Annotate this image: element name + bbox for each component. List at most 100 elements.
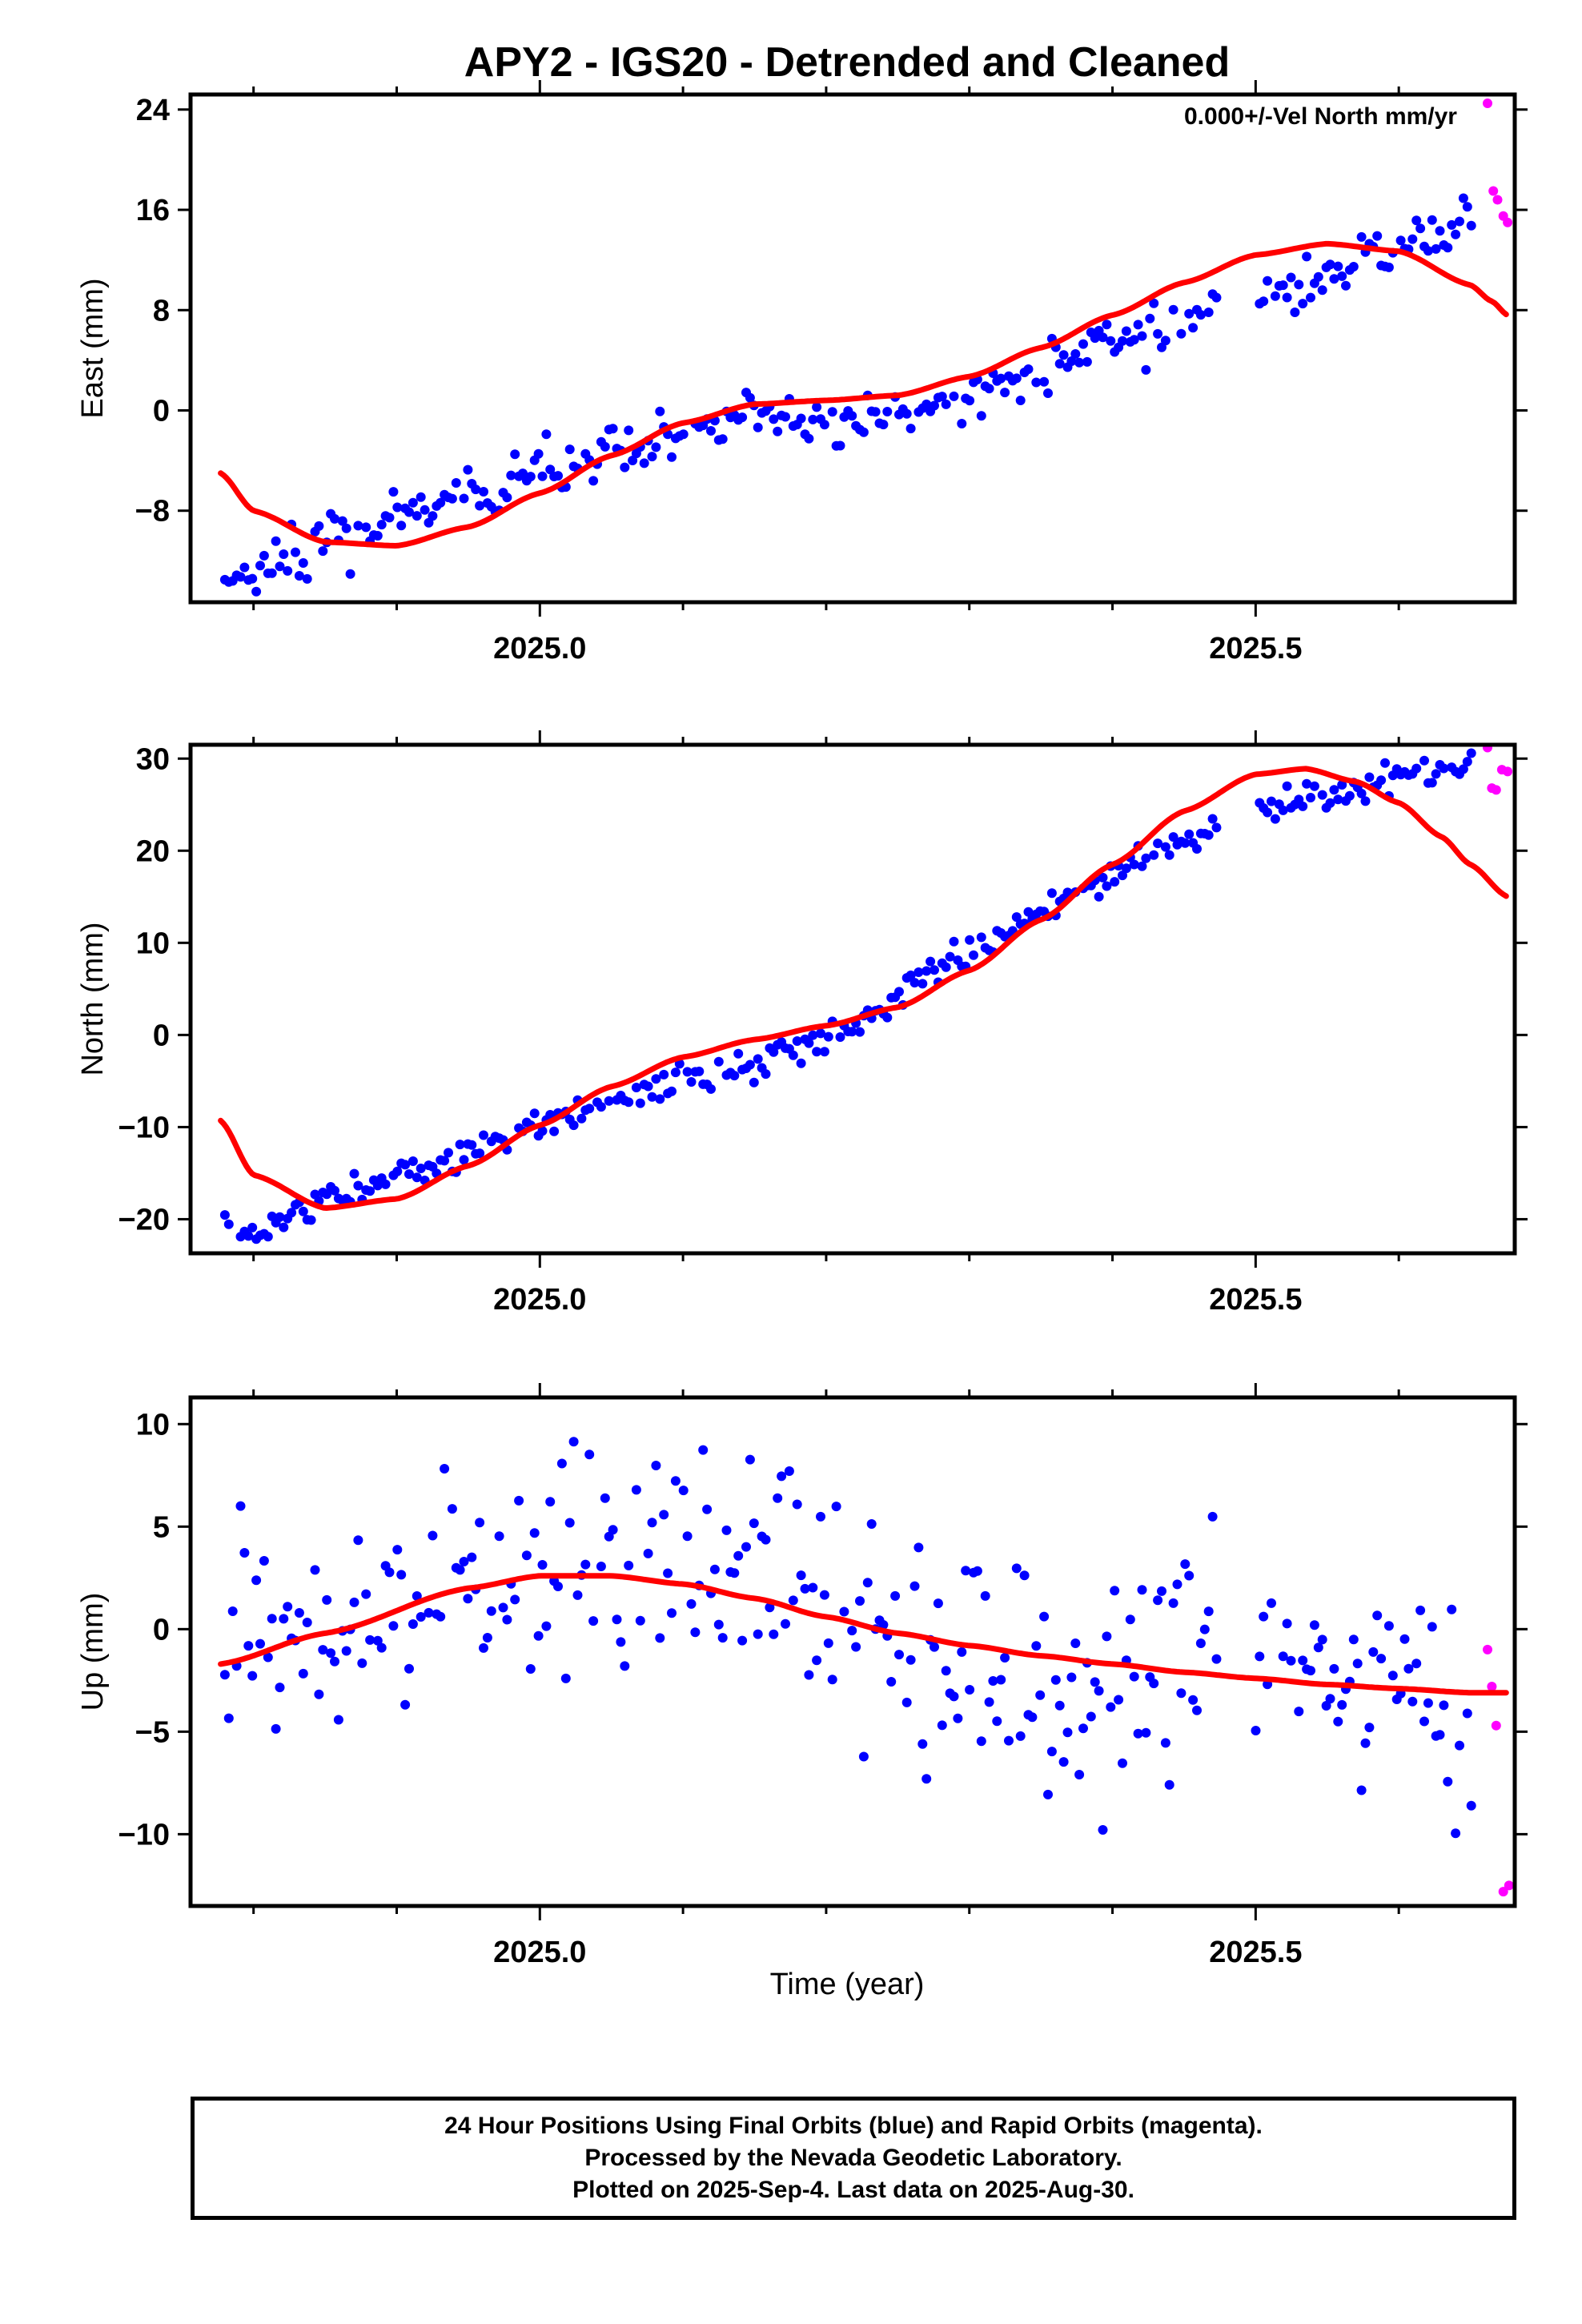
final-orbit-point (479, 1130, 488, 1140)
final-orbit-point (804, 433, 814, 444)
final-orbit-point (1309, 1620, 1319, 1630)
final-orbit-point (545, 1497, 556, 1507)
final-orbit-point (588, 1616, 599, 1626)
final-orbit-point (525, 472, 536, 482)
east-panel: East (mm) 24 16 8 0 −8 2025.0 2025.5 0.000+/-Vel… (76, 80, 1528, 665)
final-orbit-point (733, 1048, 744, 1059)
final-orbit-point (1102, 881, 1112, 891)
final-orbit-point (1306, 1666, 1315, 1676)
final-orbit-point (1129, 335, 1139, 345)
model-curve (218, 1573, 1509, 1696)
final-orbit-point (1325, 1694, 1335, 1704)
final-orbit-point (1176, 1688, 1186, 1699)
final-orbit-point (808, 414, 818, 424)
final-orbit-point (827, 407, 837, 417)
y-tick-label: −10 (118, 1818, 170, 1852)
final-orbit-point (753, 422, 763, 432)
final-orbit-point (361, 1589, 371, 1599)
final-orbit-point (239, 1548, 250, 1558)
final-orbit-point (945, 951, 955, 962)
final-orbit-point (800, 1583, 810, 1594)
final-orbit-point (823, 1638, 833, 1648)
final-orbit-point (616, 1637, 626, 1647)
final-orbit-point (1383, 262, 1394, 272)
final-orbit-point (721, 1525, 732, 1535)
final-orbit-point (1211, 1654, 1222, 1664)
final-orbit-point (949, 391, 959, 401)
final-orbit-point (302, 1618, 312, 1627)
final-orbit-point (651, 442, 661, 452)
final-orbit-point (365, 1186, 375, 1196)
final-orbit-point (1102, 320, 1112, 330)
final-orbit-point (655, 406, 665, 416)
final-orbit-point (219, 1210, 230, 1220)
final-orbit-point (408, 497, 418, 508)
rapid-orbit-point (1492, 195, 1503, 205)
final-orbit-point (384, 513, 395, 523)
final-orbit-point (905, 424, 916, 434)
final-orbit-point (894, 1650, 904, 1660)
final-orbit-point (1121, 326, 1131, 336)
final-orbit-point (227, 1606, 238, 1616)
final-orbit-point (1286, 272, 1296, 283)
final-orbit-point (992, 1716, 1002, 1727)
final-orbit-point (761, 1534, 771, 1545)
final-orbit-point (930, 1642, 939, 1652)
final-orbit-point (1451, 1828, 1461, 1839)
final-orbit-point (580, 1559, 591, 1570)
final-orbit-point (247, 1222, 258, 1232)
final-orbit-point (1199, 1624, 1210, 1634)
final-orbit-point (1078, 1723, 1088, 1734)
final-orbit-point (1027, 1712, 1038, 1723)
final-orbit-point (1251, 1726, 1261, 1735)
final-orbit-point (1031, 377, 1042, 388)
final-orbit-point (1054, 1700, 1065, 1711)
final-orbit-point (1458, 764, 1468, 774)
final-orbit-point (996, 373, 1006, 384)
final-orbit-point (529, 1108, 540, 1119)
final-orbit-point (1195, 1638, 1206, 1648)
final-orbit-point (694, 1066, 705, 1076)
final-orbit-point (913, 1542, 924, 1553)
final-orbit-point (372, 1635, 383, 1646)
final-orbit-point (835, 440, 845, 451)
plot-frame (188, 92, 1517, 605)
final-orbit-point (1337, 271, 1347, 281)
final-orbit-point (1195, 310, 1206, 320)
rapid-orbit-point (1504, 1880, 1514, 1891)
y-tick-label: 30 (136, 742, 170, 776)
final-orbit-point (330, 1185, 339, 1196)
final-orbit-point (1106, 336, 1116, 346)
final-orbit-point (463, 464, 473, 475)
final-orbit-point (1278, 805, 1288, 815)
final-orbit-point (1435, 1730, 1445, 1740)
final-orbit-point (1282, 781, 1292, 791)
final-orbit-point (749, 1077, 759, 1088)
plot-area (218, 1437, 1514, 1897)
final-orbit-point (482, 1633, 492, 1642)
final-orbit-point (765, 1602, 775, 1613)
final-orbit-point (584, 1104, 595, 1114)
final-orbit-point (251, 1575, 262, 1586)
final-orbit-point (1356, 1785, 1367, 1795)
final-orbit-point (1090, 1677, 1100, 1687)
final-orbit-point (777, 1471, 787, 1482)
final-orbit-point (1031, 1641, 1042, 1651)
y-tick-label: 16 (136, 194, 170, 227)
final-orbit-point (796, 1570, 806, 1581)
final-orbit-point (796, 1058, 806, 1068)
model-curve (218, 766, 1509, 1211)
final-orbit-point (878, 1620, 889, 1630)
final-orbit-point (1431, 769, 1441, 779)
final-orbit-point (459, 493, 469, 504)
final-orbit-point (1337, 1699, 1347, 1710)
final-orbit-point (576, 1113, 587, 1124)
final-orbit-point (223, 1219, 234, 1229)
final-orbit-point (436, 1611, 446, 1622)
final-orbit-point (737, 1635, 748, 1646)
final-orbit-point (1015, 396, 1026, 405)
final-orbit-point (984, 1697, 994, 1707)
final-orbit-point (686, 1598, 697, 1609)
final-orbit-point (1462, 757, 1472, 767)
